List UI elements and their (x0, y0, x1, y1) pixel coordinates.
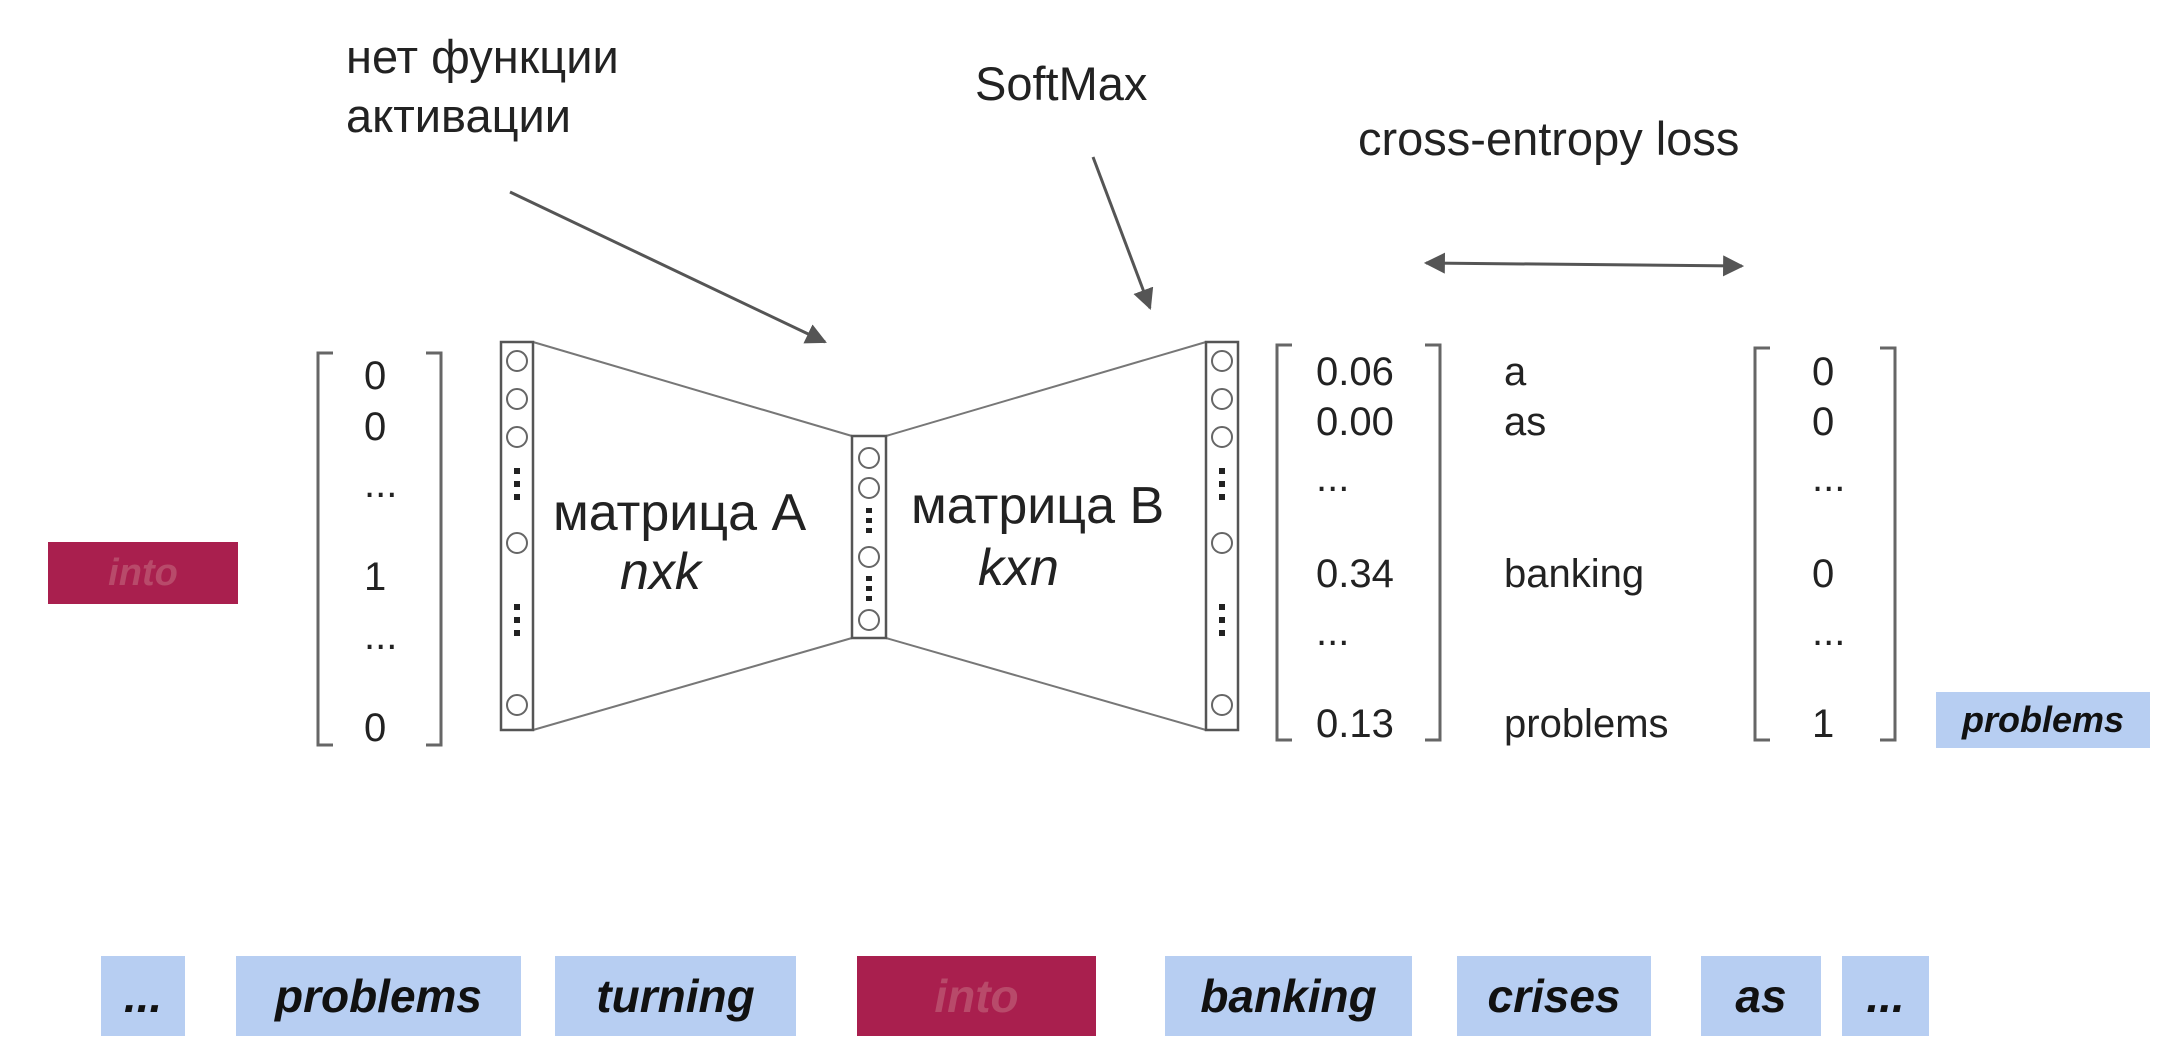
output-probability: ... (1316, 456, 1350, 500)
input-vector-right-bracket (426, 351, 443, 747)
sentence-word: banking (1165, 956, 1412, 1036)
no-activation-arrow (509, 190, 827, 344)
output-vector-right-bracket (1425, 343, 1442, 742)
vocab-word: as (1504, 400, 1547, 444)
vocab-word: a (1504, 350, 1527, 394)
matrix-b-label: матрица B (911, 477, 1165, 535)
vocab-word: banking (1504, 552, 1645, 596)
output-probability: ... (1316, 610, 1350, 654)
input-vector-value: 1 (364, 555, 387, 599)
matrix-a-dims: nxk (620, 543, 701, 601)
matrix-b-top-edge (885, 341, 1207, 437)
softmax-arrow (1091, 156, 1154, 310)
matrix-a-top-edge (532, 341, 853, 437)
target-vector-value: 0 (1812, 350, 1835, 394)
output-vector-left-bracket (1275, 343, 1292, 742)
sentence-word: ... (101, 956, 185, 1036)
target-vector-value: ... (1812, 456, 1846, 500)
target-vector-left-bracket (1753, 346, 1770, 742)
input-layer (499, 340, 535, 732)
vocab-word: problems (1504, 702, 1669, 746)
output-layer (1204, 340, 1240, 732)
target-vector-value: 0 (1812, 552, 1835, 596)
target-vector-right-bracket (1880, 346, 1897, 742)
input-vector-left-bracket (316, 351, 333, 747)
target-vector-value: 1 (1812, 702, 1835, 746)
sentence-center-word: into (857, 956, 1096, 1036)
input-word-chip: into (48, 542, 238, 604)
cross-entropy-annotation: cross-entropy loss (1358, 112, 1740, 165)
sentence-word: ... (1842, 956, 1929, 1036)
hidden-layer (850, 434, 888, 640)
target-vector-value: ... (1812, 610, 1846, 654)
softmax-annotation: SoftMax (975, 57, 1148, 110)
target-word-chip: problems (1936, 692, 2150, 748)
input-vector-value: ... (364, 614, 398, 658)
target-vector-value: 0 (1812, 400, 1835, 444)
sentence-word: problems (236, 956, 521, 1036)
cross-entropy-arrow (1423, 252, 1745, 277)
input-vector-value: 0 (364, 354, 387, 398)
matrix-a-label: матрица A (553, 484, 807, 542)
sentence-word: turning (555, 956, 796, 1036)
sentence-word: as (1701, 956, 1821, 1036)
matrix-a-bottom-edge (532, 637, 853, 731)
no-activation-annotation: нет функции активации (346, 30, 619, 142)
matrix-b-dims: kxn (978, 539, 1059, 597)
matrix-b-bottom-edge (885, 637, 1207, 731)
input-vector-value: 0 (364, 405, 387, 449)
input-vector-value: ... (364, 462, 398, 506)
output-probability: 0.00 (1316, 400, 1394, 444)
sentence-word: crises (1457, 956, 1651, 1036)
output-probability: 0.34 (1316, 552, 1394, 596)
input-vector-value: 0 (364, 706, 387, 750)
output-probability: 0.13 (1316, 702, 1394, 746)
output-probability: 0.06 (1316, 350, 1394, 394)
